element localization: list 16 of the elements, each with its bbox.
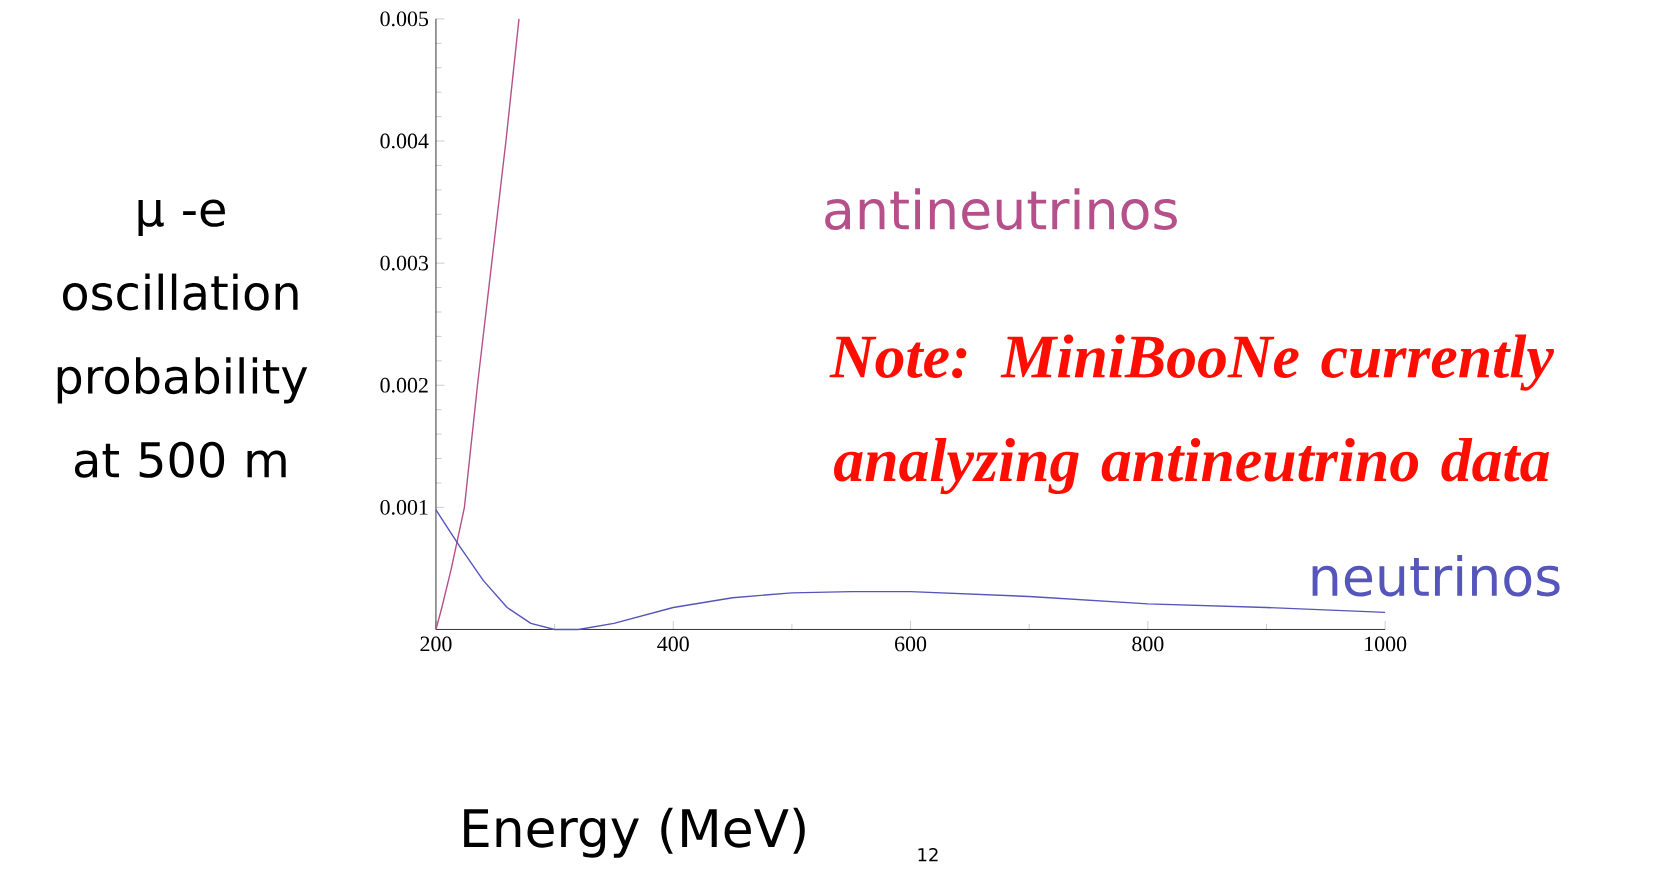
x-axis-title: Energy (MeV)	[464, 807, 805, 858]
y-tick-label: 0.004	[380, 133, 429, 149]
text: antineutrinos	[825, 188, 1177, 231]
x-tick-label: 200	[420, 636, 452, 652]
y-tick-label: 0.003	[380, 255, 429, 271]
x-tick-label: 800	[1132, 636, 1164, 652]
text: 12	[918, 848, 938, 862]
y-tick-label: 0.001	[380, 500, 428, 516]
x-tick-label: 600	[895, 636, 927, 652]
y-axis-title: μ -e oscillation probability at 500 m	[57, 199, 308, 479]
y-tick-label: 0.005	[380, 11, 429, 27]
x-tick-label: 400	[657, 636, 689, 652]
x-tick-label: 1000	[1365, 636, 1407, 652]
annotation: Note: MiniBooNe currently analyzing antineutrino data	[829, 334, 1555, 495]
y-tick-label: 0.002	[380, 378, 428, 393]
series-label: neutrinos	[1312, 555, 1560, 597]
